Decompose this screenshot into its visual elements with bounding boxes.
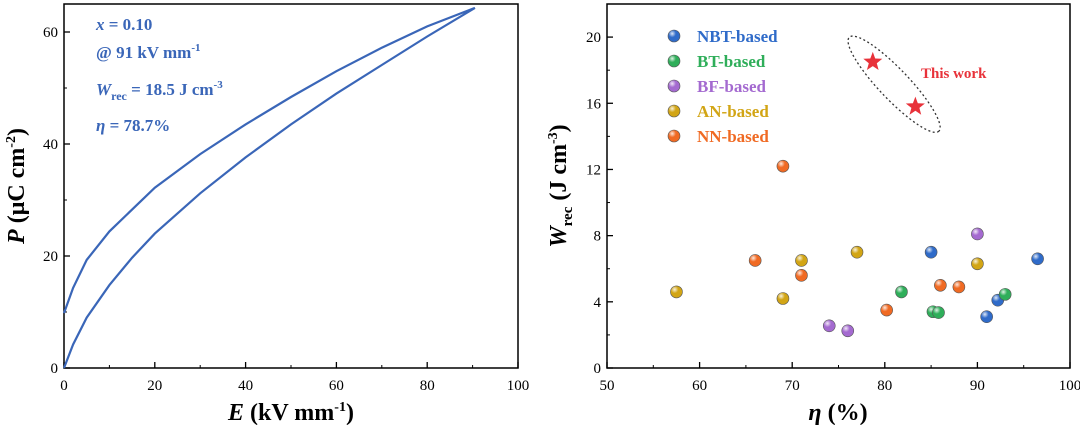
annot-wrec: Wrec = 18.5 J cm-3 [96, 79, 223, 103]
data-point [776, 159, 790, 173]
data-point [971, 257, 984, 271]
left-x-tick-label: 0 [60, 378, 68, 394]
data-point [841, 324, 855, 338]
right-x-tick-label: 100 [1059, 378, 1080, 394]
legend-item: AN-based [667, 102, 769, 121]
this-work-ellipse [847, 35, 941, 133]
left-x-tick-label: 100 [507, 378, 530, 394]
pe-loop-curve [62, 6, 476, 369]
right-x-tick-label: 90 [970, 378, 985, 394]
data-point [998, 288, 1012, 301]
right-x-tick-label: 80 [877, 378, 892, 394]
right-y-tick-label: 12 [586, 162, 601, 178]
data-point [795, 269, 808, 282]
left-annotations: x = 0.10 @ 91 kV mm-1 Wrec = 18.5 J cm-3… [95, 15, 223, 135]
legend-label: NN-based [697, 127, 769, 146]
data-point [748, 254, 762, 267]
this-work-label: This work [921, 66, 987, 82]
data-point [934, 278, 947, 292]
legend-item: NN-based [667, 127, 769, 146]
scatter-points [670, 159, 1044, 338]
data-point [850, 245, 864, 259]
this-work-star [863, 51, 883, 70]
right-x-tick-label: 50 [600, 378, 615, 394]
data-point [776, 292, 790, 305]
annot-field: @ 91 kV mm-1 [96, 42, 200, 62]
right-y-tick-label: 16 [586, 96, 602, 112]
data-point [1031, 252, 1044, 266]
left-x-tick-label: 60 [329, 378, 344, 394]
data-point [670, 285, 683, 299]
data-point [980, 310, 993, 324]
right-y-axis-label: Wrec (J cm-3) [546, 124, 576, 247]
right-y-tick-label: 0 [594, 361, 602, 377]
data-point [971, 227, 984, 241]
left-x-tick-label: 80 [420, 378, 435, 394]
right-y-tick-label: 4 [594, 295, 602, 311]
data-point [795, 254, 808, 267]
legend-label: BF-based [697, 77, 767, 96]
left-y-axis-label: P (μC cm-2) [4, 128, 30, 245]
annot-composition: x = 0.10 [95, 15, 152, 34]
left-x-axis-label: E (kV mm-1) [227, 400, 354, 425]
right-x-axis-label: η (%) [808, 400, 867, 425]
left-x-tick-label: 20 [147, 378, 162, 394]
legend-item: NBT-based [667, 27, 778, 46]
pe-loop-chart: 0 20 40 60 80 100 0 20 40 60 x = 0.10 @ 91 kV mm-… [4, 3, 529, 425]
left-axis-ticks: 0 20 40 60 80 100 0 20 40 60 [43, 25, 529, 394]
legend-label: BT-based [697, 52, 766, 71]
energy-storage-scatter-chart: 50 60 70 80 90 100 0 4 8 12 16 20 This work NBT-bas… [546, 3, 1080, 425]
data-point [952, 280, 966, 294]
data-point [880, 303, 893, 317]
legend-item: BF-based [667, 77, 767, 96]
legend-label: NBT-based [697, 27, 778, 46]
left-y-tick-label: 20 [43, 249, 58, 265]
annot-efficiency: η = 78.7% [96, 116, 170, 135]
right-axis-ticks: 50 60 70 80 90 100 0 4 8 12 16 20 [586, 30, 1080, 394]
data-point [932, 306, 945, 319]
left-y-tick-label: 60 [43, 25, 58, 41]
data-point [822, 319, 836, 333]
right-y-tick-label: 8 [594, 229, 602, 245]
left-x-tick-label: 40 [238, 378, 253, 394]
legend: NBT-based BT-based BF-based AN-based NN-base… [667, 27, 778, 146]
legend-label: AN-based [697, 102, 769, 121]
right-x-tick-label: 70 [785, 378, 800, 394]
left-y-tick-label: 0 [51, 361, 59, 377]
data-point [895, 285, 908, 299]
data-point [924, 245, 938, 259]
right-y-tick-label: 20 [586, 30, 601, 46]
legend-item: BT-based [667, 52, 766, 71]
left-y-tick-label: 40 [43, 137, 58, 153]
this-work-stars [863, 51, 925, 115]
right-x-tick-label: 60 [692, 378, 707, 394]
this-work-star [905, 96, 925, 115]
